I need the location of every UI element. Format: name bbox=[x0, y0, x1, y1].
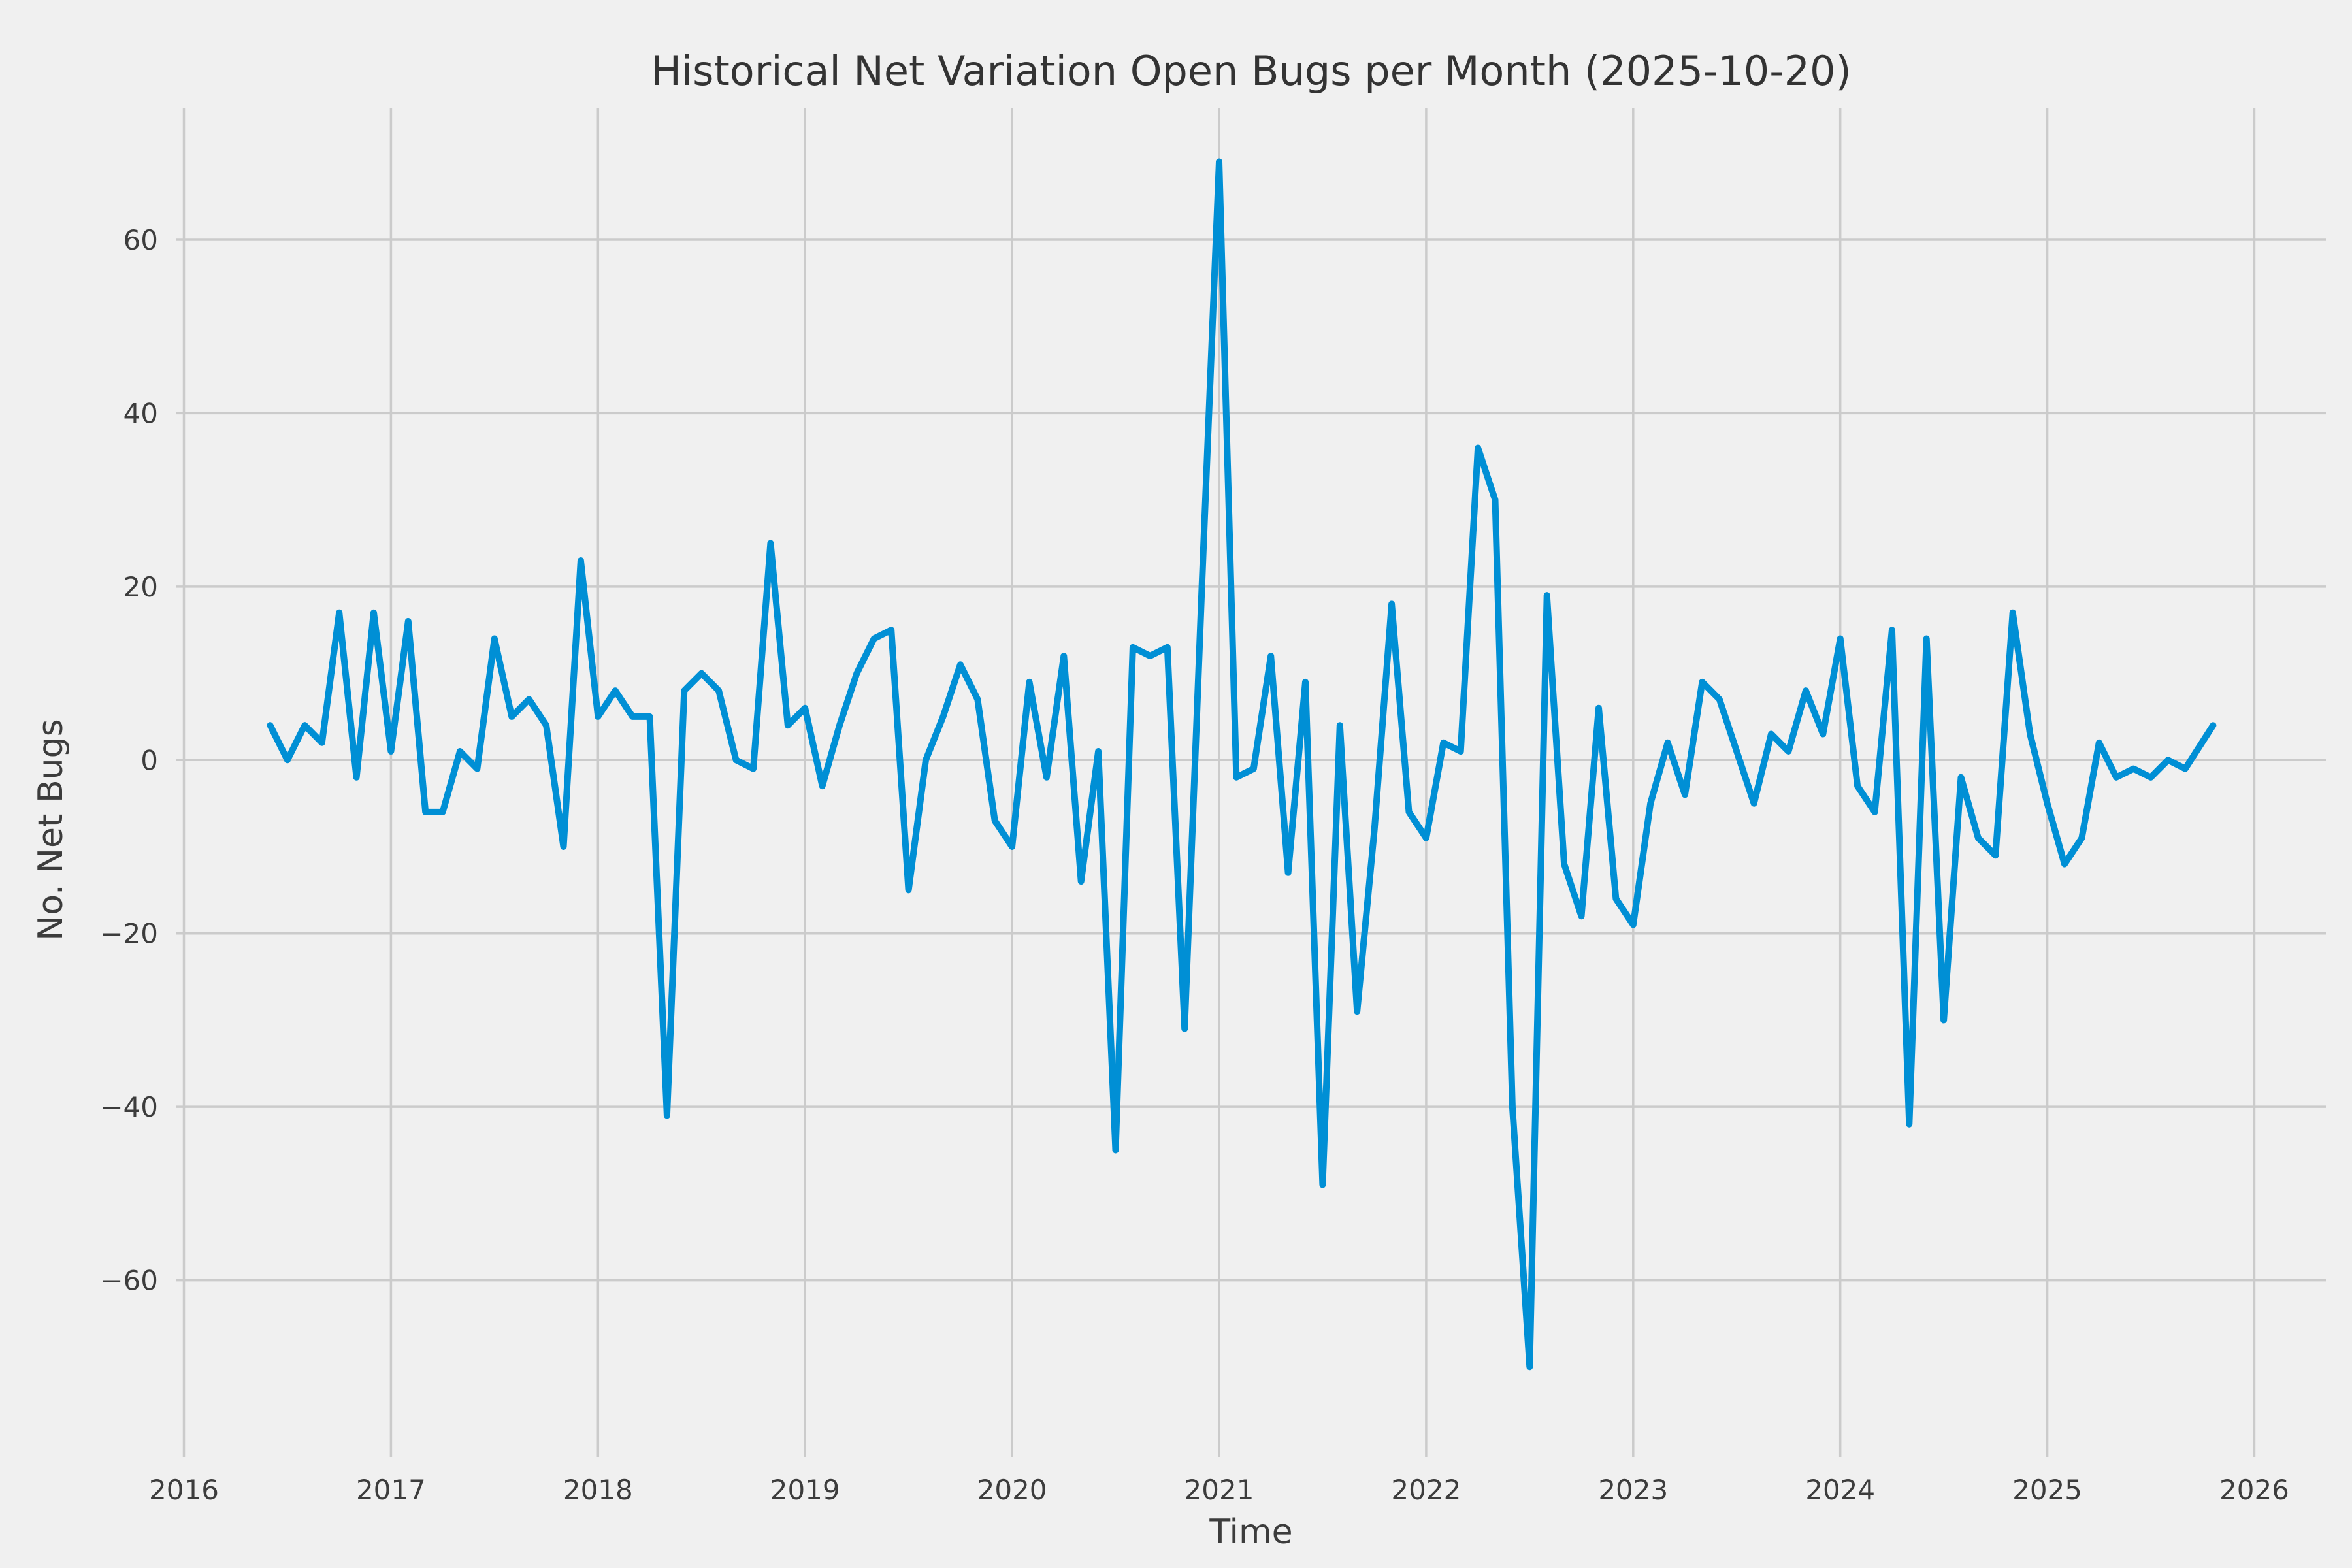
y-axis-tick-labels: −60 −40 −20 0 20 40 60 bbox=[100, 224, 158, 1297]
x-tick-2024: 2024 bbox=[1805, 1474, 1875, 1506]
axes-background bbox=[176, 108, 2326, 1457]
x-tick-2018: 2018 bbox=[563, 1474, 633, 1506]
x-tick-2025: 2025 bbox=[2012, 1474, 2082, 1506]
vertical-gridlines bbox=[182, 108, 2256, 1457]
y-tick--60: −60 bbox=[100, 1265, 158, 1297]
x-tick-2023: 2023 bbox=[1598, 1474, 1668, 1506]
x-axis-tick-labels: 2016 2017 2018 2019 2020 2021 2022 2023 2024 2025… bbox=[149, 1474, 2289, 1506]
x-tick-2020: 2020 bbox=[977, 1474, 1047, 1506]
y-tick-0: 0 bbox=[140, 744, 158, 776]
y-tick--20: −20 bbox=[100, 918, 158, 950]
y-tick-40: 40 bbox=[123, 397, 158, 429]
x-tick-2022: 2022 bbox=[1391, 1474, 1461, 1506]
chart-title: Historical Net Variation Open Bugs per M… bbox=[651, 47, 1851, 95]
y-tick-20: 20 bbox=[123, 571, 158, 603]
horizontal-gridlines bbox=[176, 238, 2326, 1282]
x-axis-label: Time bbox=[1209, 1512, 1292, 1552]
x-tick-2019: 2019 bbox=[770, 1474, 840, 1506]
y-tick--40: −40 bbox=[100, 1091, 158, 1123]
x-tick-2017: 2017 bbox=[356, 1474, 426, 1506]
x-tick-2016: 2016 bbox=[149, 1474, 219, 1506]
y-tick-60: 60 bbox=[123, 224, 158, 256]
x-tick-2026: 2026 bbox=[2219, 1474, 2289, 1506]
x-tick-2021: 2021 bbox=[1184, 1474, 1254, 1506]
y-axis-label: No. Net Bugs bbox=[31, 719, 71, 940]
data-series-line bbox=[267, 158, 2217, 1371]
